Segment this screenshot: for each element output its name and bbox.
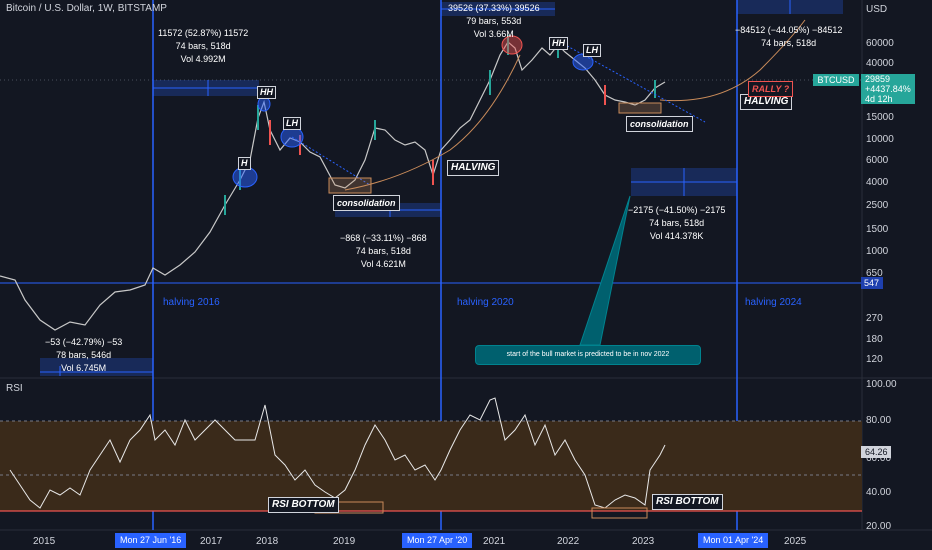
rsi-current-badge: 64.26 bbox=[861, 446, 891, 458]
time-tick: 2015 bbox=[33, 536, 56, 547]
rsi-band bbox=[0, 421, 862, 511]
price-tick: 6000 bbox=[866, 155, 889, 166]
time-tick: 2021 bbox=[483, 536, 506, 547]
price-tick: 10000 bbox=[866, 134, 894, 145]
rsi-title: RSI bbox=[6, 383, 23, 394]
hh1-circle bbox=[257, 96, 271, 112]
rsi-tick: 60.00 bbox=[866, 453, 892, 464]
price-change: +4437.84% bbox=[865, 84, 911, 94]
lh1-circle bbox=[280, 126, 304, 148]
date-badge-2016: Mon 27 Jun '16 bbox=[115, 533, 187, 548]
time-tick: 2025 bbox=[784, 536, 807, 547]
consolidation-label: consolidation bbox=[333, 195, 400, 211]
pattern-hh-label: HH bbox=[549, 37, 568, 50]
chart-title: Bitcoin / U.S. Dollar, 1W, BITSTAMP bbox=[6, 3, 167, 14]
price-tick: 1000 bbox=[866, 246, 889, 257]
bar-countdown: 4d 12h bbox=[865, 94, 893, 104]
arc-2024 bbox=[659, 19, 806, 102]
pattern-hh-label: HH bbox=[257, 86, 276, 99]
last-price: 29859 bbox=[865, 74, 891, 84]
pattern-lh-label: LH bbox=[283, 117, 301, 130]
price-axis-currency: USD bbox=[866, 4, 888, 15]
measure-stats-4: 39526 (37.33%) 39526 79 bars, 553d Vol 3… bbox=[448, 3, 540, 39]
rsi-bottom-box-2 bbox=[591, 507, 648, 519]
last-price-badge: 29859 +4437.84% 4d 12h bbox=[861, 74, 915, 104]
rally-tag: RALLY ? bbox=[748, 81, 794, 97]
trendline-1 bbox=[291, 136, 371, 186]
price-tick: 120 bbox=[866, 354, 883, 365]
price-tick: 2500 bbox=[866, 200, 889, 211]
price-tick: 270 bbox=[866, 313, 883, 324]
time-tick: 2023 bbox=[632, 536, 655, 547]
time-tick: 2017 bbox=[200, 536, 223, 547]
measure-stats-1: −53 (−42.79%) −53 78 bars, 546d Vol 6.74… bbox=[45, 337, 123, 373]
price-tick: 1500 bbox=[866, 224, 889, 235]
arc-2018 bbox=[344, 54, 521, 191]
measure-stats-3: −868 (−33.11%) −868 74 bars, 518d Vol 4.… bbox=[340, 233, 427, 269]
halving-2016-label: halving 2016 bbox=[163, 297, 220, 308]
rsi-tick: 20.00 bbox=[866, 521, 892, 532]
time-tick: 2019 bbox=[333, 536, 356, 547]
consolidation-box-2 bbox=[618, 102, 662, 114]
price-tick: 650 bbox=[866, 268, 883, 279]
hh2-circle bbox=[501, 35, 523, 55]
bull-market-callout: start of the bull market is predicted to… bbox=[475, 345, 701, 365]
halving-2020-label: halving 2020 bbox=[457, 297, 514, 308]
time-tick: 2022 bbox=[557, 536, 580, 547]
price-tick: 60000 bbox=[866, 38, 894, 49]
time-tick: 2018 bbox=[256, 536, 279, 547]
rsi-bottom-tag: RSI BOTTOM bbox=[652, 494, 723, 510]
halving-tag: HALVING bbox=[447, 160, 500, 176]
measure-stats-5: −2175 (−41.50%) −2175 74 bars, 518d Vol … bbox=[628, 205, 726, 241]
rsi-series bbox=[9, 397, 666, 509]
ticker-symbol-badge: BTCUSD bbox=[813, 74, 859, 86]
consolidation-box-1 bbox=[328, 177, 372, 194]
price-tick: 4000 bbox=[866, 177, 889, 188]
price-tick: 180 bbox=[866, 334, 883, 345]
measure-stats-6: −84512 (−44.05%) −84512 74 bars, 518d bbox=[735, 25, 843, 48]
consolidation-label: consolidation bbox=[626, 116, 693, 132]
h-circle bbox=[232, 166, 258, 188]
halving-2024-label: halving 2024 bbox=[745, 297, 802, 308]
rsi-tick: 40.00 bbox=[866, 487, 892, 498]
callout-pointer bbox=[579, 195, 631, 346]
rsi-bottom-tag: RSI BOTTOM bbox=[268, 497, 339, 513]
measure-stats-2: 11572 (52.87%) 11572 74 bars, 518d Vol 4… bbox=[158, 28, 249, 64]
price-tick: 40000 bbox=[866, 58, 894, 69]
pattern-h-label: H bbox=[238, 157, 251, 170]
price-tick: 15000 bbox=[866, 112, 894, 123]
rsi-tick: 100.00 bbox=[866, 379, 897, 390]
pattern-lh-label: LH bbox=[583, 44, 601, 57]
date-badge-2020: Mon 27 Apr '20 bbox=[402, 533, 473, 548]
date-badge-2024: Mon 01 Apr '24 bbox=[698, 533, 769, 548]
level-price-badge: 547 bbox=[861, 277, 883, 289]
rsi-tick: 80.00 bbox=[866, 415, 892, 426]
